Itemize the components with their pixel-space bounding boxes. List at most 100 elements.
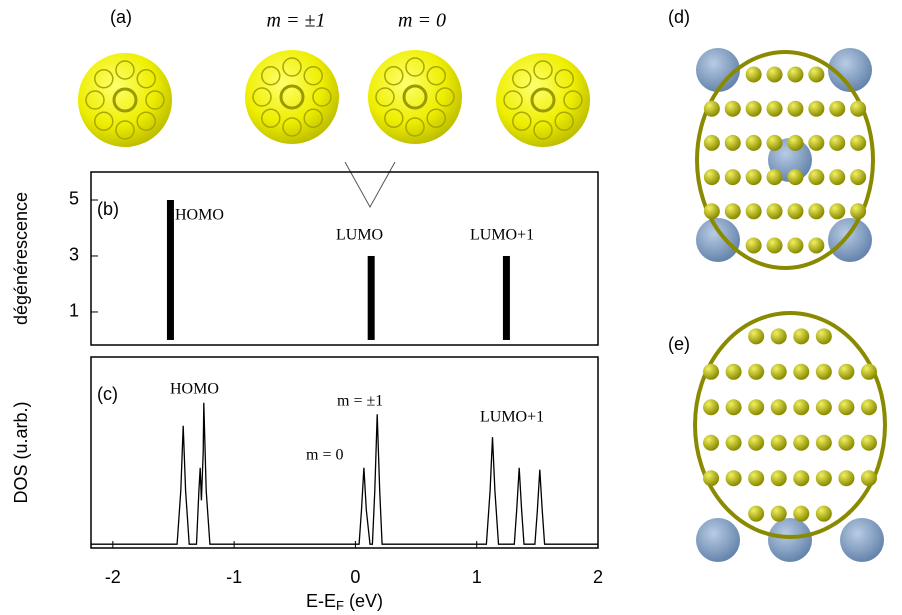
atom: [766, 134, 783, 151]
panel-label: (a): [110, 7, 132, 27]
atom: [770, 470, 787, 487]
atom: [766, 100, 783, 117]
atom: [703, 363, 720, 380]
atom: [748, 328, 765, 345]
atom: [829, 134, 846, 151]
y-tick-label: 3: [69, 245, 79, 265]
atom: [793, 470, 810, 487]
atom: [770, 399, 787, 416]
orbital-lobe: [405, 117, 425, 137]
annotation: LUMO: [336, 227, 383, 244]
atom: [787, 100, 804, 117]
atom: [850, 169, 867, 186]
orbital-core: [279, 84, 305, 110]
y-axis-label: dégénérescence: [11, 192, 31, 325]
plot-frame: [90, 171, 599, 346]
x-tick-label: 0: [350, 567, 360, 587]
orbital-lobe: [115, 120, 135, 140]
y-tick-label: 1: [69, 301, 79, 321]
atom: [815, 399, 832, 416]
orbital-lobe: [384, 66, 404, 86]
atom: [793, 363, 810, 380]
bar: [166, 199, 174, 340]
orbital-lobe: [85, 90, 105, 110]
atom: [829, 203, 846, 220]
atom: [724, 134, 741, 151]
atom: [703, 134, 720, 151]
atom: [745, 203, 762, 220]
atom: [745, 100, 762, 117]
atom: [703, 100, 720, 117]
atom: [787, 169, 804, 186]
annotation: HOMO: [170, 381, 219, 398]
atom: [703, 399, 720, 416]
plot-frame: [90, 356, 599, 549]
orbital-core: [112, 87, 138, 113]
structures: [693, 48, 887, 562]
atom: [850, 203, 867, 220]
panel-label: (b): [97, 199, 119, 219]
atom: [808, 169, 825, 186]
atom: [766, 169, 783, 186]
atom: [787, 66, 804, 83]
orbital-lobe: [145, 90, 165, 110]
orbital: [496, 53, 590, 147]
orbital-lobe: [282, 117, 302, 137]
orbital-lobe: [303, 66, 323, 86]
atom: [725, 434, 742, 451]
y-tick-label: 5: [69, 189, 79, 209]
atom: [770, 363, 787, 380]
annotation: LUMO+1: [470, 227, 534, 244]
annotation: m = 0: [306, 447, 343, 464]
atom: [808, 100, 825, 117]
atom: [860, 434, 877, 451]
x-axis-label-part: F: [336, 598, 344, 613]
atom: [725, 399, 742, 416]
atom: [748, 434, 765, 451]
orbital-lobe: [533, 120, 553, 140]
orbital: [78, 53, 172, 147]
atom: [838, 363, 855, 380]
annotation: HOMO: [175, 207, 224, 224]
atom: [724, 203, 741, 220]
atom: [745, 237, 762, 254]
atom: [808, 237, 825, 254]
orbital-lobe: [261, 66, 281, 86]
atom: [770, 328, 787, 345]
atom: [787, 237, 804, 254]
atom: [724, 100, 741, 117]
molecule-label: m = ±1: [267, 10, 326, 32]
orbital-lobe: [512, 111, 532, 131]
atom: [748, 363, 765, 380]
x-axis-label: E-EF (eV): [306, 591, 383, 614]
orbital-lobe: [252, 87, 272, 107]
atom: [703, 169, 720, 186]
atom: [829, 100, 846, 117]
atom: [793, 434, 810, 451]
dos-line: [91, 402, 598, 545]
atom: [787, 134, 804, 151]
atom: [793, 328, 810, 345]
orbital-lobe: [136, 69, 156, 89]
atom: [703, 470, 720, 487]
orbital-lobe: [554, 69, 574, 89]
substrate-atom: [828, 218, 872, 262]
orbital-lobe: [261, 108, 281, 128]
orbital-lobe: [554, 111, 574, 131]
orbital-lobe: [384, 108, 404, 128]
substrate-atom: [768, 518, 812, 562]
substrate-atom: [696, 218, 740, 262]
atom: [770, 434, 787, 451]
atom: [766, 203, 783, 220]
atom: [766, 237, 783, 254]
orbital-lobe: [115, 60, 135, 80]
atom: [724, 169, 741, 186]
atom: [808, 134, 825, 151]
atom: [725, 363, 742, 380]
atom: [770, 505, 787, 522]
atom: [793, 505, 810, 522]
orbital-lobe: [563, 90, 583, 110]
x-tick-label: -2: [105, 567, 121, 587]
orbital-lobe: [533, 60, 553, 80]
